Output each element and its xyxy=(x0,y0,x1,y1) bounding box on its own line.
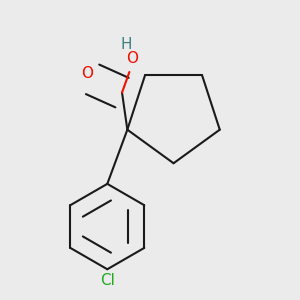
Text: O: O xyxy=(81,66,93,81)
Text: O: O xyxy=(126,51,138,66)
Text: Cl: Cl xyxy=(100,273,115,288)
Text: H: H xyxy=(120,37,132,52)
